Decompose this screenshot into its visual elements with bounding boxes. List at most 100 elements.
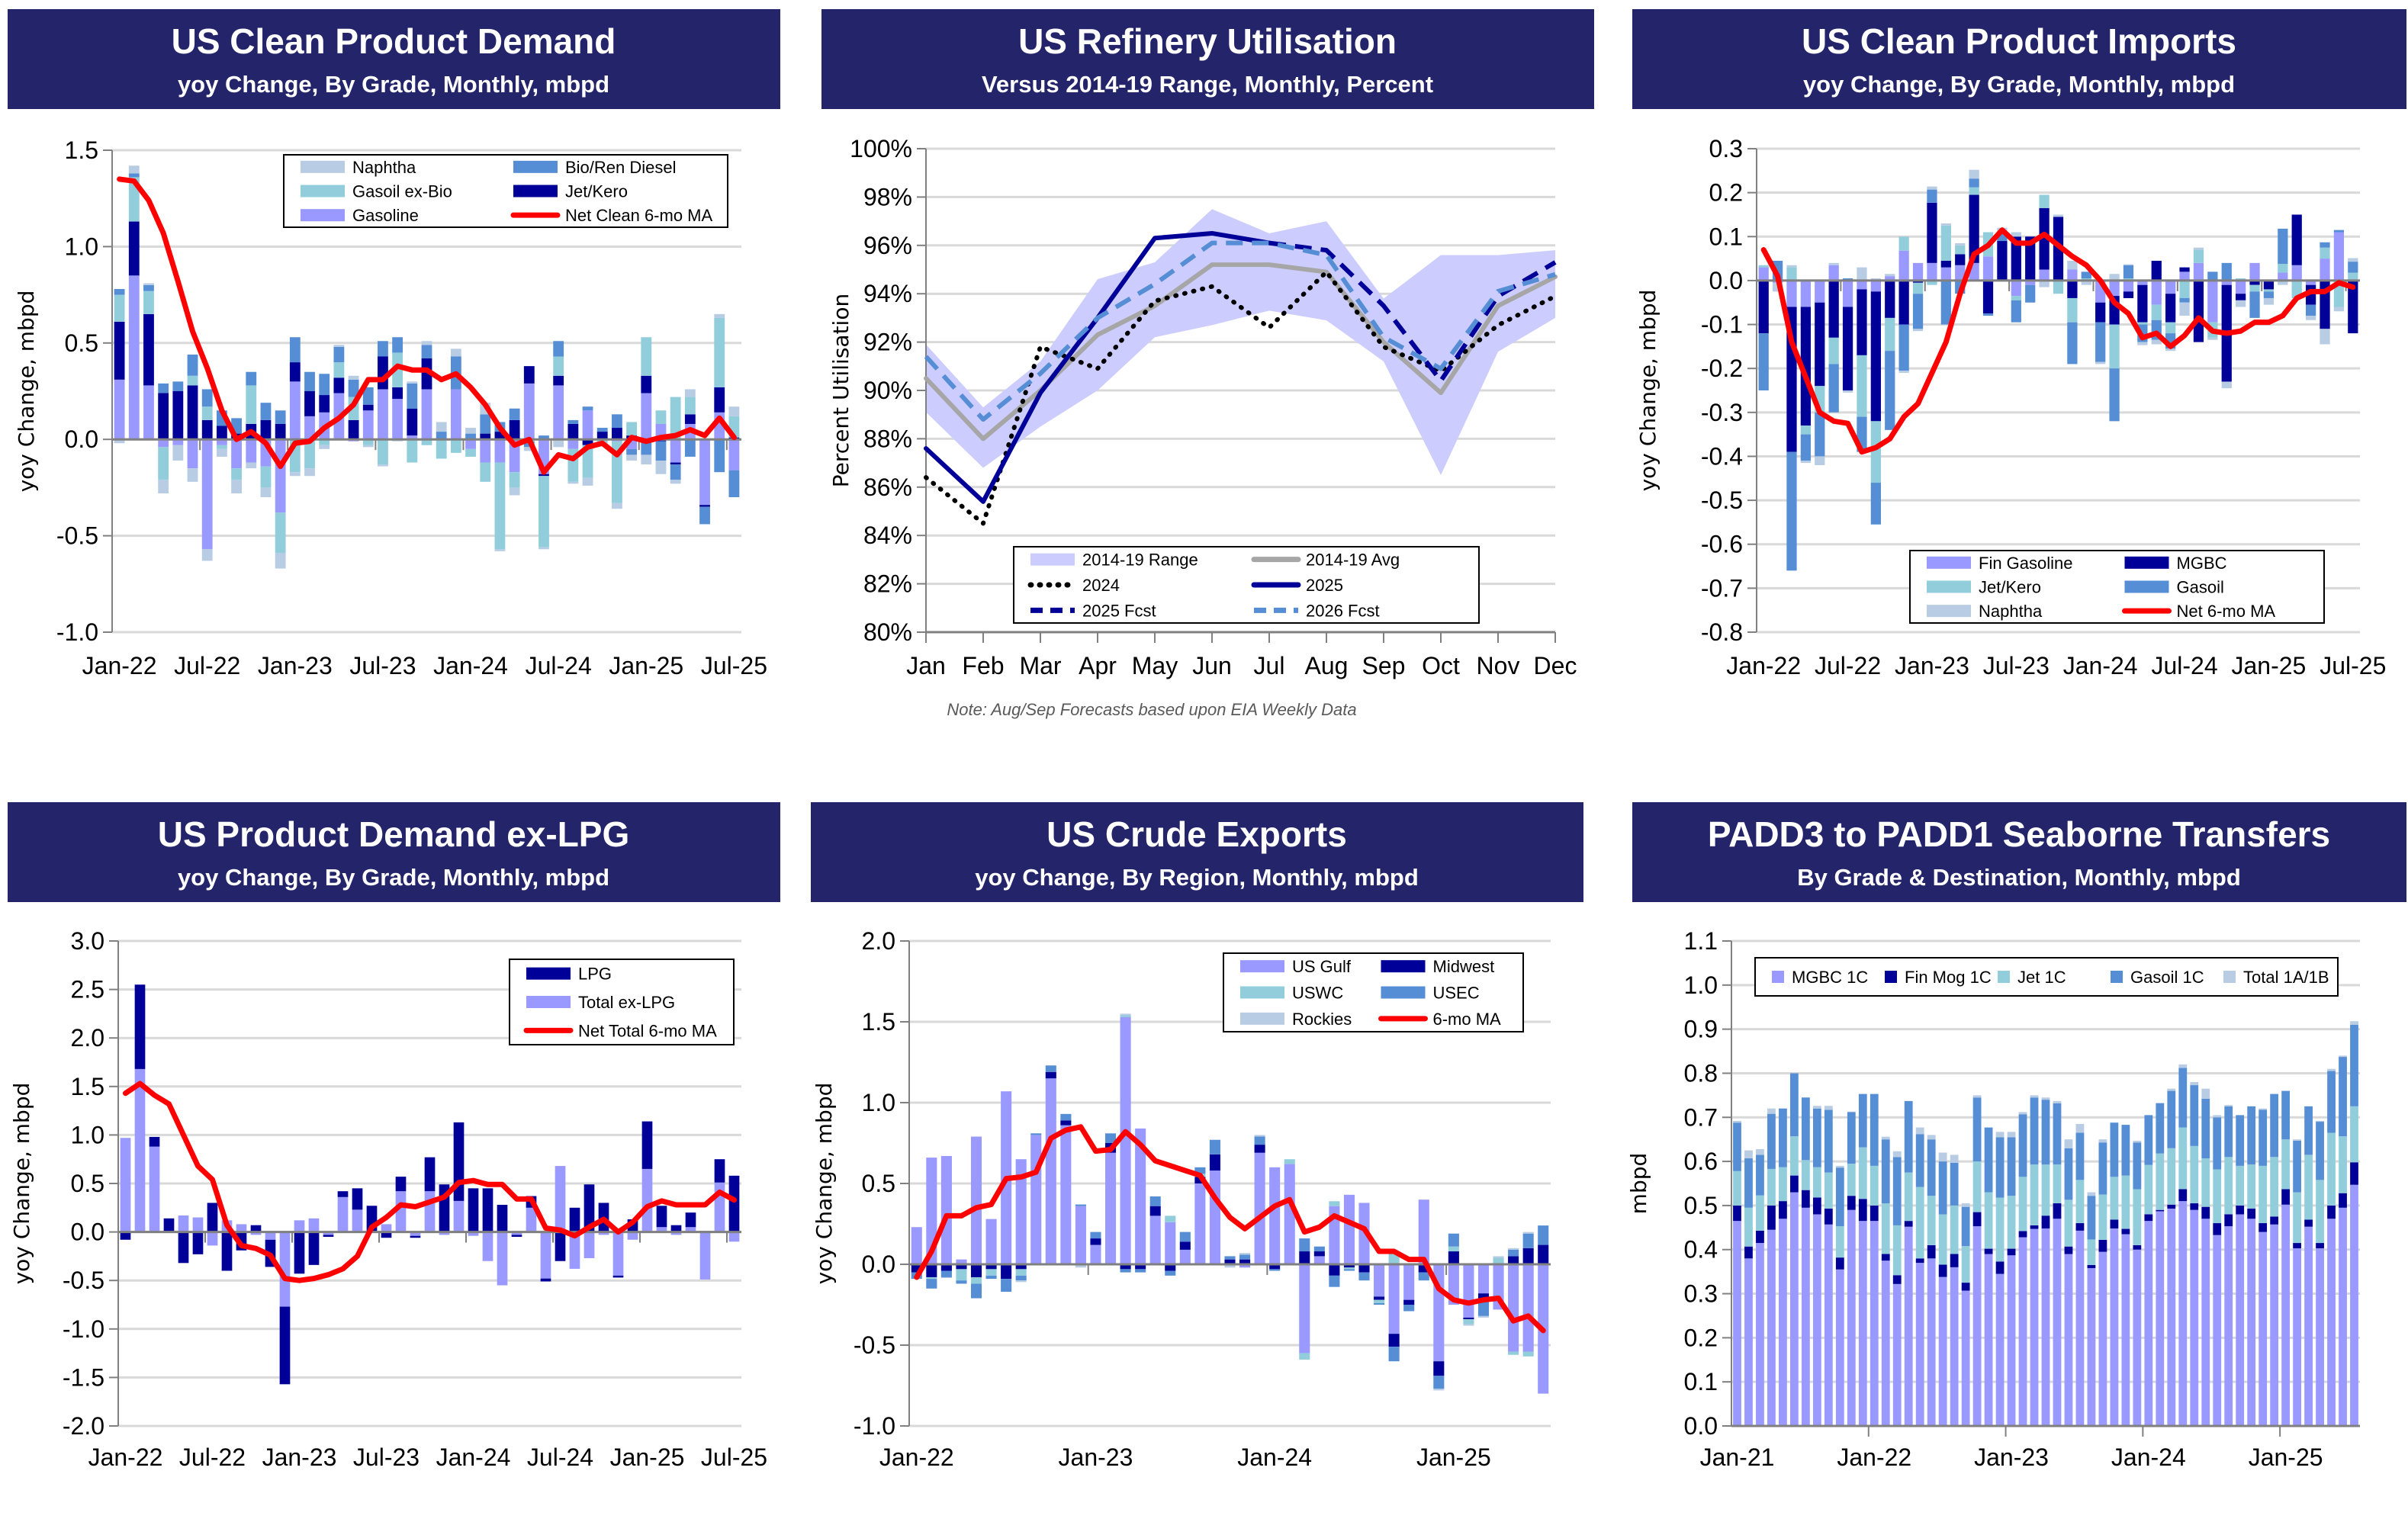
bar-segment-total-ex-lpg	[352, 1209, 363, 1232]
legend-swatch	[1998, 971, 2010, 983]
bar-segment-gasoil-ex-bio	[626, 422, 638, 436]
bar-segment-total-1a-1b	[2098, 1139, 2107, 1143]
bar-segment-usec	[1090, 1232, 1101, 1239]
bar-segment-usec	[1030, 1133, 1042, 1135]
bar-segment-rockies	[1493, 1256, 1504, 1258]
bar-segment-mgbc	[1758, 280, 1769, 334]
bar-segment-total-ex-lpg	[641, 1168, 653, 1232]
legend-label: Fin Mog 1C	[1905, 968, 1992, 987]
bar-segment-fin-gasoline	[1786, 280, 1797, 307]
bar-segment-fin-gasoline	[2151, 280, 2162, 305]
bar-segment-gasoil-1c	[1847, 1112, 1856, 1164]
legend-label: 2026 Fcst	[1306, 601, 1380, 620]
legend-label: Naphtha	[1979, 602, 2043, 621]
bar-segment-midwest	[1269, 1264, 1281, 1270]
bar-segment-gasoil-ex-bio	[392, 352, 403, 387]
bar-segment-fin-mog-1c	[2064, 1246, 2073, 1254]
bar-segment-gasoline	[728, 439, 740, 470]
bar-segment-naphtha	[641, 454, 652, 465]
x-tick-label: Jun	[1192, 652, 1232, 679]
bar-segment-naphtha	[2039, 280, 2050, 287]
bar-segment-fin-gasoline	[1870, 280, 1881, 292]
bar-segment-uswc	[1120, 1015, 1131, 1017]
bar-segment-jet-1c	[2304, 1154, 2313, 1220]
bar-segment-gasoil-ex-bio	[494, 462, 506, 550]
bar-segment-lpg	[612, 1275, 624, 1278]
bar-segment-gasoil-1c	[2018, 1114, 2027, 1177]
bar-segment-rockies	[1433, 1389, 1445, 1391]
y-tick-label: 100%	[850, 135, 912, 162]
bar-segment-fin-mog-1c	[2075, 1223, 2085, 1231]
y-tick-label: -0.7	[1701, 574, 1743, 602]
bar-segment-jet-1c	[1904, 1172, 1913, 1222]
x-tick-label: Jan-22	[82, 652, 157, 679]
bar-segment-naphtha	[1800, 461, 1812, 464]
legend-label: US Gulf	[1292, 957, 1352, 976]
bar-segment-fin-mog-1c	[2144, 1214, 2153, 1222]
bar-segment-naphtha	[2320, 329, 2330, 345]
bar-segment-gasoline	[201, 439, 213, 550]
bar-segment-total-ex-lpg	[670, 1232, 682, 1235]
bar-segment-total-1a-1b	[1756, 1148, 1764, 1155]
bar-segment-total-1a-1b	[2075, 1123, 2085, 1133]
bar-segment-gasoil-1c	[2110, 1122, 2119, 1177]
bar-segment-midwest	[1135, 1264, 1146, 1270]
x-tick-label: Jan-22	[1726, 652, 1801, 679]
bar-segment-fin-mog-1c	[2121, 1228, 2130, 1235]
bar-segment-total-ex-lpg	[279, 1232, 291, 1307]
bar-segment-us-gulf	[956, 1259, 967, 1264]
bar-segment-jet-kero	[509, 419, 520, 440]
bar-segment-rockies	[1463, 1324, 1474, 1326]
bar-segment-gasoil	[1940, 280, 1951, 325]
bar-segment-gasoil	[1800, 434, 1812, 461]
bar-segment-jet-1c	[2327, 1132, 2336, 1206]
bar-segment-rockies	[1522, 1232, 1534, 1234]
bar-segment-bio-ren-diesel	[348, 379, 359, 397]
bar-segment-jet-1c	[1915, 1187, 1924, 1259]
legend-swatch	[1030, 553, 1075, 566]
bar-segment-total-1a-1b	[1767, 1108, 1776, 1114]
bar-segment-jet-1c	[2098, 1194, 2107, 1241]
bar-segment-lpg	[337, 1191, 349, 1197]
bar-segment-mgbc	[2249, 280, 2260, 285]
bar-segment-naphtha	[1786, 265, 1797, 268]
bar-segment-mgbc	[2011, 236, 2021, 281]
bar-segment-gasoil-ex-bio	[158, 447, 169, 480]
legend-label: Total 1A/1B	[2243, 968, 2329, 987]
chart-legend: MGBC 1C Fin Mog 1C Jet 1C Gasoil 1C Total 1A…	[1754, 957, 2339, 997]
bar-segment-gasoil	[2025, 284, 2036, 303]
legend-label: Fin Gasoline	[1979, 554, 2073, 573]
bar-segment-naphtha	[684, 389, 696, 397]
bar-segment-naphtha	[378, 464, 388, 467]
bar-segment-gasoline	[582, 410, 593, 440]
bar-segment-naphtha	[2151, 339, 2162, 345]
chart-header-2: US Refinery Utilisation Versus 2014-19 R…	[821, 9, 1594, 109]
bar-segment-jet-1c	[2293, 1192, 2301, 1244]
y-tick-label: -0.8	[1701, 618, 1743, 646]
bar-segment-gasoil-1c	[2041, 1100, 2050, 1165]
bar-segment-jet-1c	[1790, 1136, 1799, 1176]
bar-segment-bio-ren-diesel	[187, 354, 198, 376]
bar-segment-midwest	[1224, 1259, 1236, 1264]
chart-6: 1.1 1.0 0.9 0.8 0.7 0.6 0.5 0.4 0.3 0.2 0.1 0.0 mbpd…	[1626, 927, 2360, 1471]
bar-segment-naphtha	[436, 422, 447, 432]
bar-segment-gasoil-ex-bio	[553, 356, 564, 376]
bar-segment-mgbc-1c	[1995, 1273, 2005, 1426]
bar-segment-fin-mog-1c	[2156, 1209, 2165, 1212]
legend-swatch	[301, 185, 345, 197]
bar-segment-usec	[1120, 1269, 1131, 1273]
bar-segment-fin-mog-1c	[1869, 1205, 1879, 1222]
bar-segment-gasoil	[2221, 262, 2232, 281]
bar-segment-total-1a-1b	[1881, 1136, 1890, 1140]
bar-segment-uswc	[1343, 1267, 1355, 1270]
bar-segment-usec	[1448, 1233, 1459, 1247]
bar-segment-jet-kero	[1800, 425, 1812, 435]
bar-segment-usec	[1374, 1302, 1385, 1305]
bar-segment-gasoil-1c	[1904, 1100, 1913, 1173]
bar-segment-gasoil-1c	[1733, 1122, 1741, 1171]
bar-segment-rockies	[1477, 1315, 1490, 1318]
y-axis-title: yoy Change, mbpd	[812, 1083, 837, 1285]
bar-segment-jet-kero	[201, 419, 213, 440]
bar-segment-gasoil-1c	[2064, 1148, 2073, 1200]
bar-segment-gasoil-ex-bio	[246, 385, 257, 424]
